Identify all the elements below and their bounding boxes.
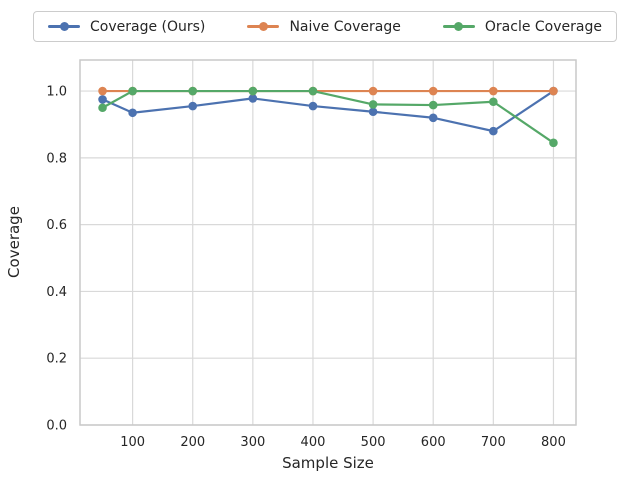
data-point-oracle-coverage <box>248 86 258 96</box>
legend: Coverage (Ours) Naive Coverage Oracle Cove… <box>33 11 617 42</box>
legend-label: Coverage (Ours) <box>90 18 206 35</box>
data-point-naive-coverage <box>428 86 438 96</box>
legend-line-marker-icon <box>247 22 280 32</box>
y-tick-label: 0.2 <box>46 352 67 367</box>
legend-item-oracle-coverage[interactable]: Oracle Coverage <box>442 18 602 35</box>
x-tick-label: 200 <box>180 435 205 450</box>
data-point-naive-coverage <box>549 86 558 96</box>
data-point-coverage-ours <box>98 95 107 104</box>
data-point-oracle-coverage <box>98 103 107 113</box>
y-tick-label: 0.8 <box>46 151 67 166</box>
legend-line-marker-icon <box>48 22 80 32</box>
series-line-oracle-coverage <box>101 89 555 144</box>
data-point-oracle-coverage <box>188 86 198 96</box>
data-point-coverage-ours <box>248 94 258 103</box>
legend-line-marker-icon <box>442 22 475 32</box>
legend-label: Naive Coverage <box>289 18 401 35</box>
x-tick-label: 800 <box>541 435 566 450</box>
data-point-naive-coverage <box>98 86 107 96</box>
axes-spines <box>79 59 577 426</box>
series-line-coverage-ours <box>101 89 555 133</box>
legend-item-naive-coverage[interactable]: Naive Coverage <box>247 18 401 35</box>
data-point-oracle-coverage <box>489 97 498 107</box>
x-tick-label: 400 <box>301 435 326 450</box>
data-point-oracle-coverage <box>368 100 378 109</box>
x-axis-label: Sample Size <box>282 454 374 472</box>
y-tick-label: 0.0 <box>46 419 67 434</box>
legend-label: Oracle Coverage <box>484 18 602 35</box>
data-point-coverage-ours <box>368 107 378 117</box>
data-point-oracle-coverage <box>549 138 558 148</box>
x-tick-label: 100 <box>120 435 145 450</box>
data-point-oracle-coverage <box>308 86 318 96</box>
data-point-oracle-coverage <box>128 86 137 96</box>
data-point-coverage-ours <box>188 101 198 111</box>
data-point-coverage-ours <box>308 101 318 111</box>
data-point-naive-coverage <box>489 86 498 96</box>
y-axis-label: Coverage <box>5 206 23 278</box>
data-point-coverage-ours <box>128 108 137 118</box>
data-point-coverage-ours <box>428 113 438 123</box>
x-tick-label: 600 <box>421 435 446 450</box>
legend-item-coverage-ours[interactable]: Coverage (Ours) <box>48 19 205 35</box>
y-tick-label: 1.0 <box>46 85 67 100</box>
x-tick-label: 300 <box>240 435 265 450</box>
y-tick-label: 0.6 <box>46 218 67 233</box>
x-tick-label: 700 <box>481 435 506 450</box>
data-point-naive-coverage <box>368 86 378 96</box>
x-tick-label: 500 <box>361 435 386 450</box>
data-point-oracle-coverage <box>428 100 438 110</box>
y-tick-label: 0.4 <box>46 285 67 300</box>
data-point-coverage-ours <box>489 126 498 136</box>
